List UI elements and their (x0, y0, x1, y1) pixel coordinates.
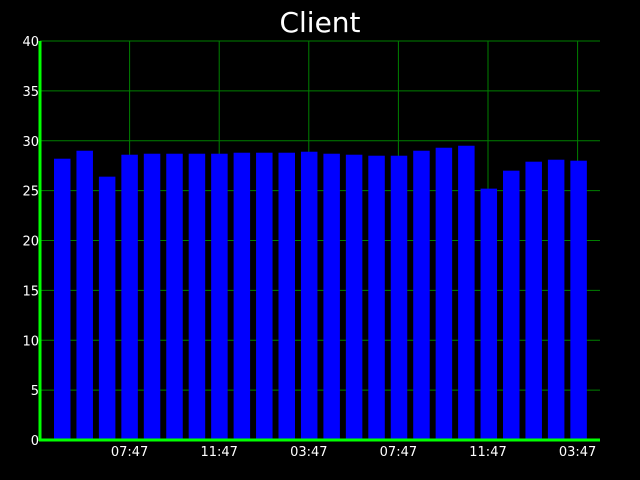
x-tick-label: 11:47 (469, 445, 506, 460)
bar (413, 150, 430, 440)
bar (435, 147, 453, 441)
bar (547, 159, 565, 440)
bar (480, 188, 498, 440)
bar (54, 158, 71, 440)
bar (188, 153, 206, 440)
y-tick-label: 0 (31, 434, 39, 449)
y-tick-label: 5 (31, 384, 39, 399)
x-tick-label: 03:47 (559, 445, 596, 460)
x-tick-label: 07:47 (111, 445, 148, 460)
bar (121, 154, 138, 440)
x-axis-ticks: 07:47 11:47 03:47 07:47 11:47 03:47 (111, 445, 596, 460)
y-tick-label: 20 (22, 235, 39, 250)
bar (503, 170, 520, 441)
bar (211, 153, 228, 440)
bar (300, 151, 318, 440)
bar (570, 160, 587, 440)
x-tick-label: 07:47 (380, 445, 417, 460)
y-tick-label: 15 (22, 284, 39, 299)
bar (458, 145, 475, 441)
axes (38, 41, 600, 442)
y-tick-label: 30 (22, 135, 39, 150)
bar (525, 161, 542, 440)
bar (368, 155, 385, 440)
y-tick-label: 10 (22, 334, 39, 349)
bar (278, 152, 295, 440)
y-tick-label: 35 (22, 85, 39, 100)
bar (166, 153, 183, 440)
x-tick-label: 03:47 (290, 445, 327, 460)
y-tick-label: 25 (22, 185, 39, 200)
chart-title: Client (279, 6, 360, 39)
bar (233, 152, 251, 440)
bar (256, 152, 273, 440)
bar-series (54, 145, 587, 441)
bar (390, 155, 408, 440)
y-axis-ticks: 0 5 10 15 20 25 30 35 40 (22, 35, 39, 449)
bar (323, 153, 340, 440)
bar (76, 150, 93, 440)
bar (143, 153, 161, 440)
y-tick-label: 40 (22, 35, 39, 50)
bar (345, 154, 363, 440)
bar (98, 176, 116, 440)
x-tick-label: 11:47 (200, 445, 237, 460)
